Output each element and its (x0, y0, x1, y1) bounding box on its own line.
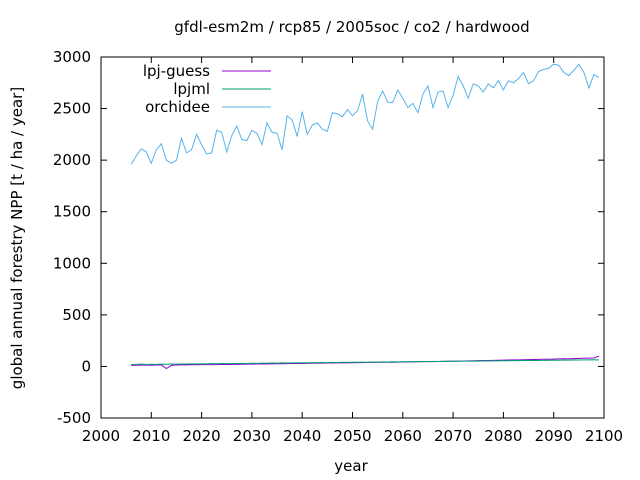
x-tick-label: 2030 (233, 427, 271, 445)
x-tick-label: 2020 (183, 427, 221, 445)
x-tick-label: 2090 (535, 427, 573, 445)
x-tick-label: 2070 (434, 427, 472, 445)
y-tick-label: 3000 (53, 48, 91, 66)
x-tick-label: 2040 (283, 427, 321, 445)
x-axis-title: year (334, 457, 368, 475)
y-tick-label: -500 (57, 409, 91, 427)
x-tick-label: 2080 (484, 427, 522, 445)
x-tick-label: 2010 (132, 427, 170, 445)
x-tick-label: 2100 (585, 427, 623, 445)
axes: 2000 2010 2020 2030 2040 2050 2060 2070 2080 2090… (53, 48, 623, 445)
y-axis-title: global annual forestry NPP [t / ha / yea… (8, 87, 26, 389)
y-tick-label: 2500 (53, 100, 91, 118)
legend-label-lpj-guess: lpj-guess (143, 62, 210, 80)
series-line-orchidee (130, 63, 600, 165)
y-tick-label: 500 (62, 306, 91, 324)
legend-label-lpjml: lpjml (173, 80, 210, 98)
y-tick-label: 0 (81, 357, 91, 375)
y-tick-label: 1500 (53, 203, 91, 221)
chart-title: gfdl-esm2m / rcp85 / 2005soc / co2 / har… (174, 18, 529, 36)
legend-label-orchidee: orchidee (145, 98, 210, 116)
x-tick-label: 2050 (333, 427, 371, 445)
y-tick-label: 1000 (53, 254, 91, 272)
y-tick-label: 2000 (53, 151, 91, 169)
series-line-lpjml (131, 359, 599, 366)
series-lines (130, 63, 600, 370)
x-tick-label: 2060 (384, 427, 422, 445)
x-tick-label: 2000 (82, 427, 120, 445)
